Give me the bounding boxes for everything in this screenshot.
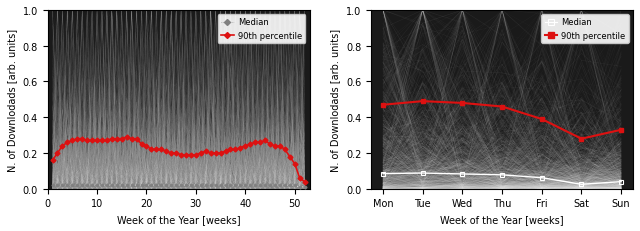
X-axis label: Week of the Year [weeks]: Week of the Year [weeks] xyxy=(440,214,564,224)
Y-axis label: N. of Downlodads [arb. units]: N. of Downlodads [arb. units] xyxy=(7,29,17,171)
Legend: Median, 90th percentile: Median, 90th percentile xyxy=(218,15,305,44)
Y-axis label: N. of Downlodads [arb. units]: N. of Downlodads [arb. units] xyxy=(330,29,340,171)
Legend: Median, 90th percentile: Median, 90th percentile xyxy=(541,15,629,44)
X-axis label: Week of the Year [weeks]: Week of the Year [weeks] xyxy=(116,214,241,224)
